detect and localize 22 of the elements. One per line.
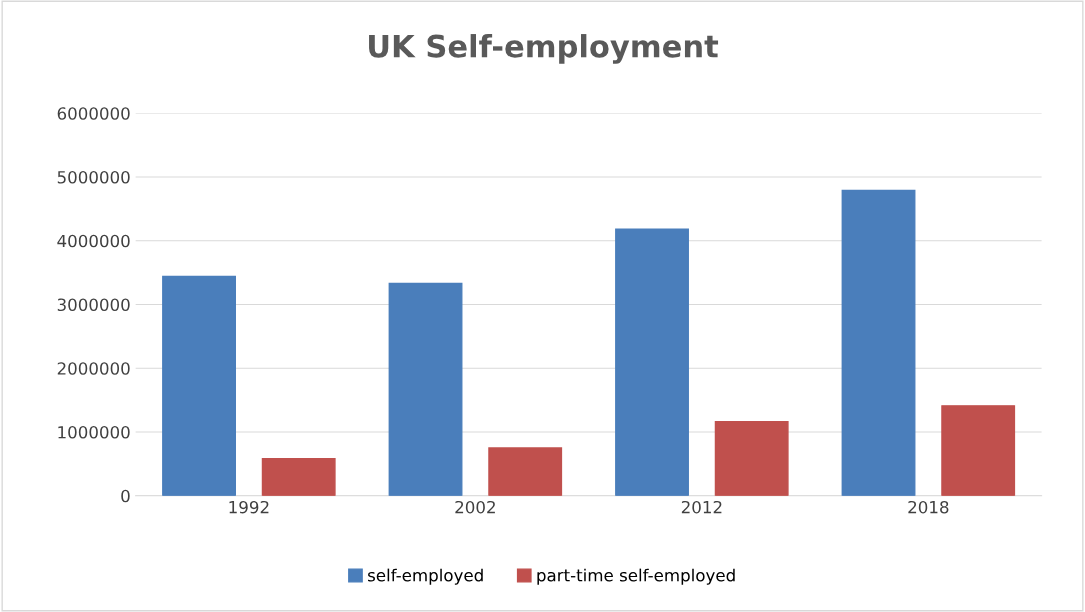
x-tick-label: 1992 <box>229 500 269 514</box>
bar <box>388 282 463 496</box>
x-tick-label: 2012 <box>681 500 722 514</box>
bar <box>941 405 1016 496</box>
chart-title: UK Self-employment <box>369 34 719 64</box>
bar <box>488 447 563 496</box>
bar <box>261 458 336 496</box>
x-tick-label: 2002 <box>455 500 495 514</box>
bar <box>615 228 689 496</box>
bar <box>841 189 916 496</box>
x-tick-label: 2018 <box>908 500 949 514</box>
y-tick-label: 1000000 <box>58 425 130 439</box>
y-tick-label: 2000000 <box>57 362 130 375</box>
legend-label: part-time self-employed <box>537 568 735 585</box>
y-tick-label: 0 <box>121 489 130 503</box>
y-tick-label: 4000000 <box>57 234 130 248</box>
bar <box>162 275 236 496</box>
y-tick-label: 5000000 <box>57 170 130 184</box>
y-tick-label: 6000000 <box>57 107 130 120</box>
legend-label: self-employed <box>368 568 483 585</box>
y-tick-label: 3000000 <box>57 298 130 312</box>
bar <box>714 421 789 496</box>
